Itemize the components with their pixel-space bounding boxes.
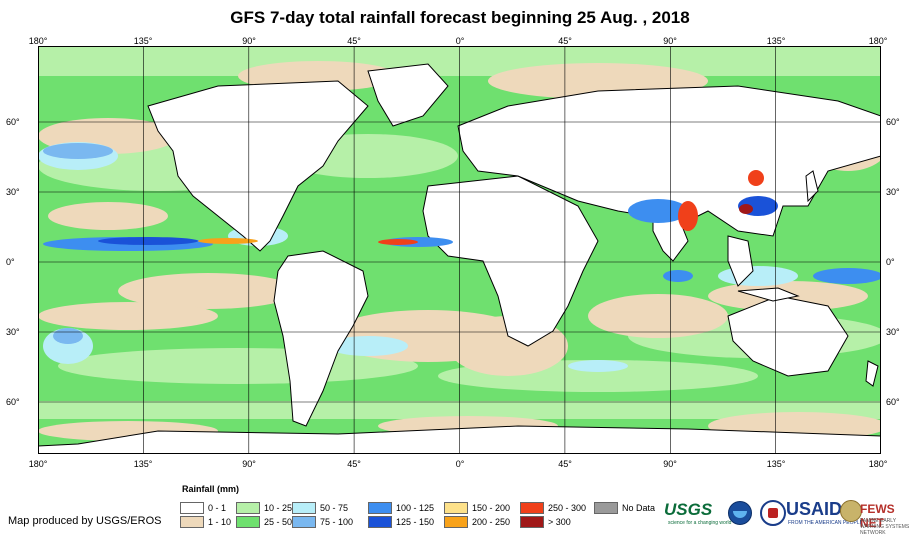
lat-label-right: 0° xyxy=(886,257,895,267)
lon-label-top: 135° xyxy=(133,36,153,46)
lon-label-bottom: 0° xyxy=(455,459,465,469)
legend-item: 250 - 300 xyxy=(520,502,586,514)
legend-item: 200 - 250 xyxy=(444,516,510,528)
legend-item: 75 - 100 xyxy=(292,516,353,528)
lon-label-bottom: 45° xyxy=(347,459,361,469)
lat-label-left: 0° xyxy=(6,257,15,267)
lat-label-left: 30° xyxy=(6,187,20,197)
graticule xyxy=(38,46,881,454)
lat-label-right: 60° xyxy=(886,397,900,407)
lon-label-bottom: 90° xyxy=(663,459,677,469)
rainfall-map-svg xyxy=(38,46,881,454)
legend-label: 25 - 50 xyxy=(264,517,293,527)
legend-label: > 300 xyxy=(548,517,571,527)
legend-label: 200 - 250 xyxy=(472,517,511,527)
legend-item: 50 - 75 xyxy=(292,502,348,514)
usaid-logo: USAID xyxy=(786,499,843,519)
legend-item: > 300 xyxy=(520,516,571,528)
heavy-rain-itcz xyxy=(43,143,881,344)
legend-swatch xyxy=(292,502,316,514)
legend-swatch xyxy=(292,516,316,528)
usgs-logo: USGS xyxy=(664,500,713,519)
lat-label-right: 60° xyxy=(886,117,900,127)
legend-swatch xyxy=(368,502,392,514)
rainfall-map xyxy=(38,46,881,454)
legend-swatch xyxy=(180,502,204,514)
lon-label-top: 45° xyxy=(347,36,361,46)
lon-label-bottom: 180° xyxy=(868,459,888,469)
usgs-tagline: science for a changing world xyxy=(668,520,732,526)
lon-label-bottom: 45° xyxy=(558,459,572,469)
legend-item: 10 - 25 xyxy=(236,502,292,514)
legend-label: 10 - 25 xyxy=(264,503,293,513)
legend-label: 50 - 75 xyxy=(320,503,349,513)
lon-label-bottom: 90° xyxy=(242,459,256,469)
legend-swatch xyxy=(594,502,618,514)
south-america xyxy=(273,250,369,427)
greenland xyxy=(367,63,449,127)
lon-label-top: 180° xyxy=(868,36,888,46)
legend-swatch xyxy=(520,516,544,528)
legend-item: 100 - 125 xyxy=(368,502,434,514)
lat-label-left: 60° xyxy=(6,117,20,127)
legend-item: No Data xyxy=(594,502,655,514)
lat-label-left: 60° xyxy=(6,397,20,407)
legend-label: 100 - 125 xyxy=(396,503,435,513)
lat-label-right: 30° xyxy=(886,327,900,337)
noaa-logo-icon xyxy=(728,501,752,525)
legend-label: No Data xyxy=(622,503,656,513)
lon-label-top: 45° xyxy=(558,36,572,46)
lat-label-right: 30° xyxy=(886,187,900,197)
producer-note: Map produced by USGS/EROS xyxy=(8,515,162,527)
legend-item: 150 - 200 xyxy=(444,502,510,514)
usaid-tagline: FROM THE AMERICAN PEOPLE xyxy=(788,520,863,526)
lon-label-bottom: 135° xyxy=(766,459,786,469)
lon-label-top: 180° xyxy=(28,36,48,46)
legend-item: 25 - 50 xyxy=(236,516,292,528)
legend-item: 125 - 150 xyxy=(368,516,434,528)
australia xyxy=(727,295,849,377)
fews-net-logo: FEWS NET xyxy=(860,502,895,530)
lon-label-top: 0° xyxy=(455,36,465,46)
lon-label-bottom: 180° xyxy=(28,459,48,469)
legend-label: 150 - 200 xyxy=(472,503,511,513)
indonesia xyxy=(737,287,800,302)
legend-item: 1 - 10 xyxy=(180,516,231,528)
legend-label: 0 - 1 xyxy=(208,503,227,513)
lon-label-top: 90° xyxy=(242,36,256,46)
legend-label: 250 - 300 xyxy=(548,503,587,513)
legend-swatch xyxy=(368,516,392,528)
japan xyxy=(805,170,819,203)
legend-swatch xyxy=(236,516,260,528)
lon-label-top: 90° xyxy=(663,36,677,46)
state-department-seal-icon xyxy=(760,500,786,526)
map-frame xyxy=(38,46,881,454)
legend-label: 75 - 100 xyxy=(320,517,354,527)
legend-swatch xyxy=(236,502,260,514)
legend-swatch xyxy=(444,516,468,528)
legend-swatch xyxy=(520,502,544,514)
lon-label-bottom: 135° xyxy=(133,459,153,469)
lon-label-top: 135° xyxy=(766,36,786,46)
legend-swatch xyxy=(444,502,468,514)
eurasia xyxy=(457,85,881,237)
southeast-asia xyxy=(727,235,754,287)
new-zealand xyxy=(865,360,879,387)
legend-swatch xyxy=(180,516,204,528)
fews-net-tagline: FAMINE EARLY WARNING SYSTEMS NETWORK xyxy=(860,518,910,536)
legend-label: 125 - 150 xyxy=(396,517,435,527)
north-america xyxy=(147,80,369,252)
lat-label-left: 30° xyxy=(6,327,20,337)
legend-item: 0 - 1 xyxy=(180,502,226,514)
legend-label: 1 - 10 xyxy=(208,517,232,527)
legend-title: Rainfall (mm) xyxy=(182,484,240,494)
map-title: GFS 7-day total rainfall forecast beginn… xyxy=(230,8,690,27)
fews-net-emblem-icon xyxy=(840,500,862,522)
